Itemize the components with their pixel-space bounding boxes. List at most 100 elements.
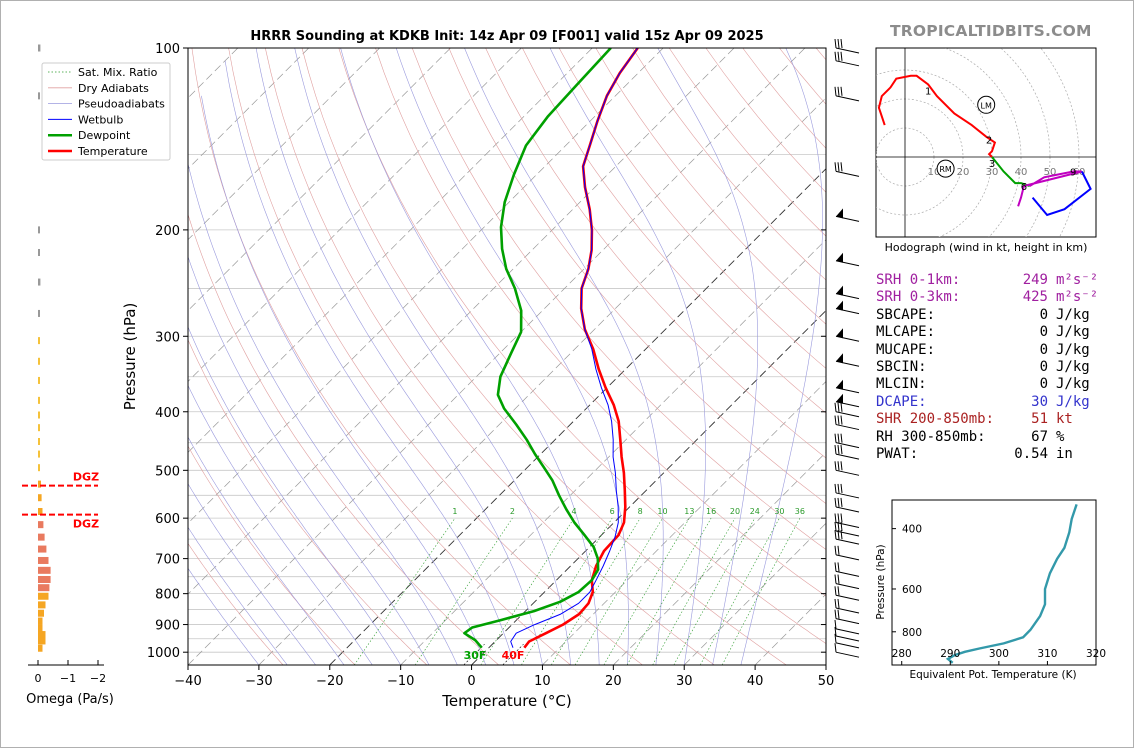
hodograph-marker-label: RM: [939, 165, 952, 174]
stat-value: 0: [1039, 358, 1048, 375]
wind-barb-flag: [834, 445, 837, 455]
wind-barb-flag: [840, 162, 843, 172]
theta-x-tick-label: 300: [989, 648, 1009, 660]
wind-barb-flag: [834, 513, 837, 523]
pseudoadiabat: [549, 48, 706, 665]
wind-barb-shaft: [835, 628, 860, 635]
omega-bar: [38, 44, 41, 52]
dry-adiabat: [191, 48, 571, 665]
wind-barb-shaft: [835, 635, 860, 642]
hodograph-height-label: 1: [925, 86, 931, 97]
wind-barb-shaft: [835, 594, 860, 601]
wind-barb-flag: [837, 461, 840, 471]
wind-barb-flag: [840, 86, 843, 96]
wind-barb-shaft: [835, 530, 860, 537]
dry-adiabat: [188, 445, 356, 665]
wind-barb-flag: [840, 402, 843, 412]
wind-barb-flag: [840, 513, 843, 523]
wind-barb-flag: [834, 521, 837, 532]
omega-bar: [38, 450, 40, 458]
hodograph-marker-lm: [977, 95, 996, 114]
wind-barb-flag: [837, 574, 840, 584]
pseudoadiabat: [657, 48, 758, 665]
pseudoadiabat: [188, 384, 373, 665]
stats-panel: SRH 0-1km: 249 m²s⁻² SRH 0-3km: 425 m²s⁻² SBCA…: [876, 272, 1126, 463]
wind-barb-flag: [840, 38, 843, 49]
wind-barb-shaft: [835, 607, 860, 614]
mixing-ratio-line: [700, 518, 780, 665]
stat-unit: J/kg: [1056, 324, 1090, 341]
wind-barb-flag: [837, 497, 840, 508]
x-tick-label: −30: [245, 674, 272, 689]
dry-adiabat: [188, 339, 428, 665]
wind-barb-flag: [840, 445, 843, 455]
pseudoadiabat: [201, 95, 486, 665]
mixing-ratio-line: [626, 518, 712, 665]
series-temperature: [523, 48, 639, 649]
wind-barb-flag: [834, 530, 837, 540]
wind-barb-flag: [837, 609, 840, 619]
omega-bar: [38, 637, 46, 645]
stat-unit: %: [1056, 428, 1065, 445]
hodograph-ring-label: 40: [1015, 167, 1028, 178]
omega-bar: [38, 92, 40, 100]
stat-row: MUCAPE: 0 J/kg: [876, 342, 1126, 359]
wind-barb-flag: [834, 643, 837, 653]
wind-barb-flag: [837, 86, 840, 96]
mixing-ratio-line: [414, 518, 513, 665]
theta-e-line: [945, 504, 1078, 664]
wind-barb-flag: [834, 545, 837, 555]
omega-x-tick-label: −1: [60, 672, 76, 685]
wind-barb-shaft: [835, 442, 860, 449]
hodograph-segment: [991, 156, 1031, 187]
dry-adiabat: [265, 48, 715, 665]
wind-barb-flag: [837, 402, 840, 412]
isotherm: [471, 309, 826, 665]
wind-barb-pennant: [836, 252, 843, 263]
stat-value: 51: [1031, 411, 1048, 428]
wind-barb-flag: [840, 415, 843, 425]
y-tick-label: 1000: [147, 646, 180, 661]
stat-unit: J/kg: [1056, 358, 1090, 375]
isotherm: [188, 48, 522, 382]
isotherm: [188, 48, 806, 665]
legend-label: Pseudoadiabats: [78, 98, 165, 111]
stat-value: 0: [1039, 306, 1048, 323]
pseudoadiabat: [188, 436, 345, 665]
x-tick-label: −20: [316, 674, 343, 689]
pseudoadiabat: [464, 48, 664, 665]
isotherm: [542, 380, 826, 665]
omega-bar: [38, 545, 47, 553]
hodograph-ring-label: 50: [1044, 167, 1057, 178]
mixing-ratio-line: [603, 518, 690, 665]
stat-row: RH 300-850mb: 67%: [876, 429, 1126, 446]
wind-barb-flag: [834, 483, 837, 493]
hodograph-height-label: 9: [1070, 168, 1076, 179]
x-tick-label: 10: [534, 674, 551, 689]
wind-barb-flag: [834, 86, 837, 96]
isotherm: [188, 48, 735, 595]
wind-barb-flag: [834, 586, 837, 596]
omega-bar: [38, 248, 40, 256]
isotherm: [188, 48, 310, 170]
legend-box: [41, 62, 171, 161]
stat-unit: in: [1056, 445, 1073, 462]
wind-barb-shaft: [835, 60, 860, 67]
wind-barb-shaft: [835, 538, 860, 545]
omega-bar: [38, 508, 43, 516]
wind-barb-flag: [834, 619, 837, 629]
wind-barb-flag: [834, 633, 837, 643]
omega-bar: [38, 424, 40, 432]
stat-label: PWAT:: [876, 445, 919, 462]
wind-barb-flag: [837, 545, 840, 555]
x-tick-label: 0: [467, 674, 475, 689]
dry-adiabat: [301, 48, 787, 665]
wind-barb-flag: [837, 562, 840, 572]
wind-barb-flag: [834, 574, 837, 584]
omega-bar: [38, 494, 42, 502]
isotherm: [613, 451, 826, 665]
stat-value: 0: [1039, 341, 1048, 358]
wind-barb-shaft: [835, 522, 860, 528]
x-tick-label: −40: [174, 674, 201, 689]
